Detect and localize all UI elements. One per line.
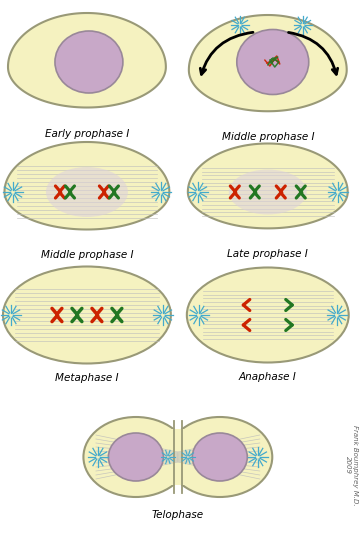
Text: Middle prophase I: Middle prophase I <box>41 250 133 260</box>
PathPatch shape <box>189 15 347 111</box>
PathPatch shape <box>5 142 169 230</box>
Ellipse shape <box>237 30 309 95</box>
Ellipse shape <box>55 31 123 93</box>
PathPatch shape <box>188 143 348 228</box>
Ellipse shape <box>167 417 272 497</box>
Text: Frank Boumphrey M.D.
2009: Frank Boumphrey M.D. 2009 <box>345 424 358 505</box>
Text: Anaphase I: Anaphase I <box>239 372 297 382</box>
Text: Late prophase I: Late prophase I <box>228 249 308 259</box>
Ellipse shape <box>3 267 171 363</box>
Ellipse shape <box>108 433 163 481</box>
Text: Telophase: Telophase <box>152 510 204 520</box>
Ellipse shape <box>187 268 349 362</box>
Text: Early prophase I: Early prophase I <box>45 129 129 139</box>
Text: Metaphase I: Metaphase I <box>55 373 119 383</box>
Ellipse shape <box>229 170 307 214</box>
Text: Middle prophase I: Middle prophase I <box>221 132 314 142</box>
PathPatch shape <box>8 13 166 108</box>
Ellipse shape <box>84 417 188 497</box>
Ellipse shape <box>192 433 247 481</box>
FancyBboxPatch shape <box>156 429 200 485</box>
Ellipse shape <box>46 167 128 217</box>
